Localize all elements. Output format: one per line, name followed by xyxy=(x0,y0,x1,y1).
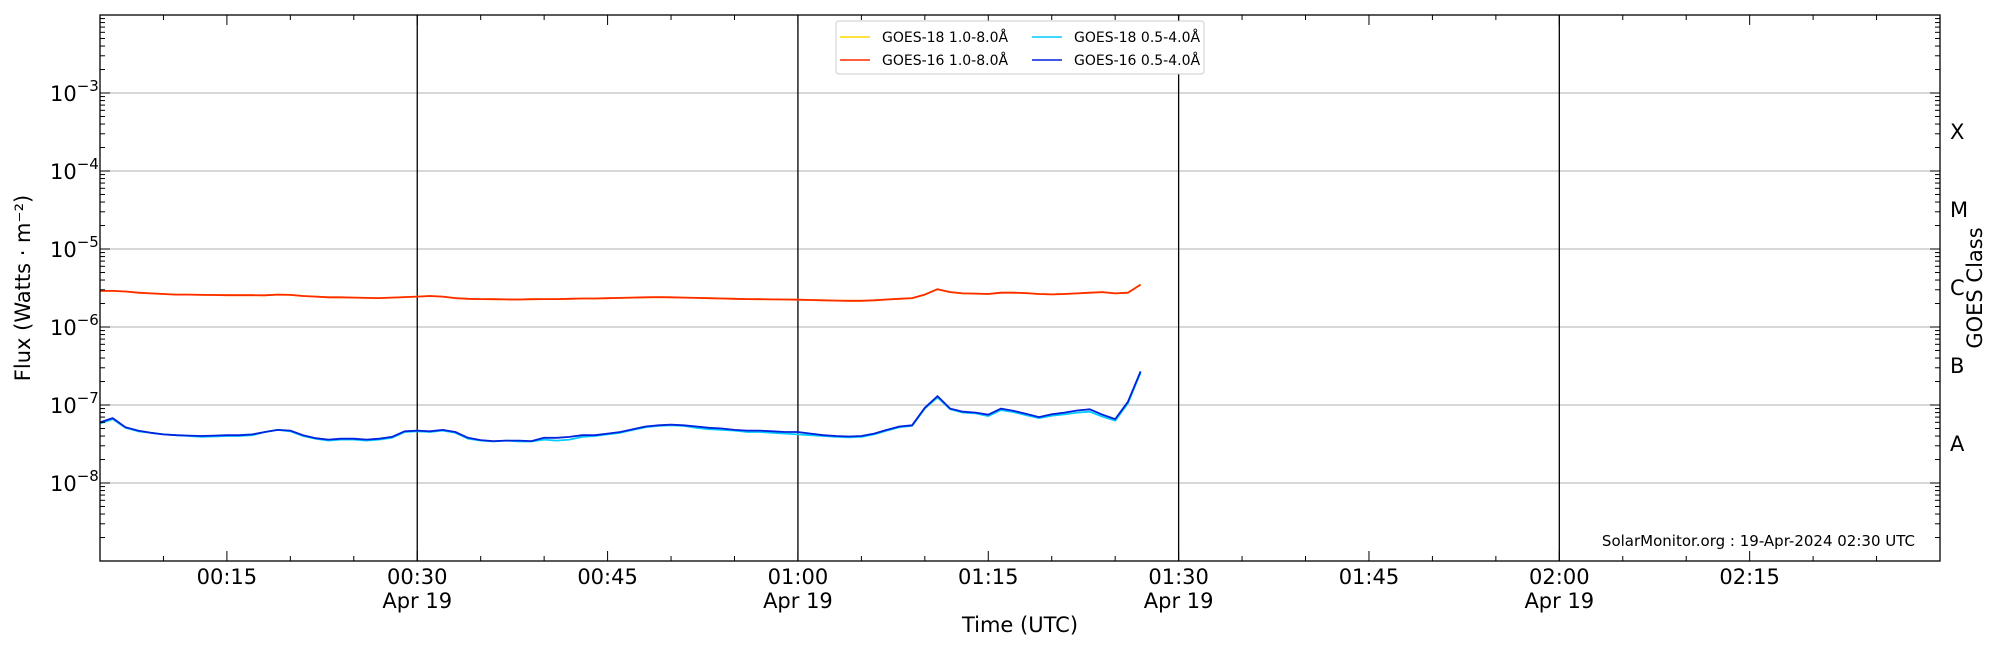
series-line-3 xyxy=(99,371,1142,443)
x-tick-label: 00:15 xyxy=(197,565,258,589)
x-tick-date-label: Apr 19 xyxy=(1524,589,1594,613)
axis-ticks xyxy=(99,15,1940,562)
credit-text: SolarMonitor.org : 19-Apr-2024 02:30 UTC xyxy=(1602,532,1915,550)
series-lines xyxy=(99,283,1142,443)
x-tick-label: 01:30 xyxy=(1148,565,1209,589)
plot-area-frame xyxy=(99,14,1941,562)
y-axis-title: Flux (Watts · m⁻²) xyxy=(11,195,35,381)
y-tick-label: 10−6 xyxy=(50,311,99,340)
goes-class-labels: A B C M X xyxy=(1950,120,1968,456)
legend-box xyxy=(835,20,1205,75)
goes-class-label: M xyxy=(1950,198,1968,222)
legend-label-goes18-long: GOES-18 1.0-8.0Å xyxy=(882,29,1008,46)
goes-class-label: B xyxy=(1950,354,1964,378)
x-tick-date-label: Apr 19 xyxy=(1144,589,1214,613)
x-tick-date-label: Apr 19 xyxy=(382,589,452,613)
y-tick-label: 10−4 xyxy=(50,155,99,184)
x-tick-label: 00:45 xyxy=(577,565,638,589)
y-tick-label: 10−8 xyxy=(50,467,99,496)
right-axis-title: GOES Class xyxy=(1963,227,1987,348)
x-tick-label: 01:15 xyxy=(958,565,1019,589)
goes-class-label: X xyxy=(1950,120,1964,144)
x-tick-date-label: Apr 19 xyxy=(763,589,833,613)
x-tick-label: 01:45 xyxy=(1339,565,1400,589)
y-tick-label: 10−5 xyxy=(50,233,99,262)
x-axis-title: Time (UTC) xyxy=(961,613,1078,637)
y-tick-label: 10−3 xyxy=(50,77,99,106)
x-tick-label: 02:15 xyxy=(1719,565,1780,589)
x-tick-label: 02:00 xyxy=(1529,565,1590,589)
legend: GOES-18 1.0-8.0Å GOES-16 1.0-8.0Å GOES-1… xyxy=(835,20,1205,75)
day-marker-lines xyxy=(416,15,1560,561)
goes-class-label: C xyxy=(1950,276,1965,300)
series-line-1 xyxy=(100,283,1142,302)
y-tick-label: 10−7 xyxy=(50,389,99,418)
goes-class-label: A xyxy=(1950,432,1965,456)
legend-label-goes16-long: GOES-16 1.0-8.0Å xyxy=(882,52,1008,69)
grid-lines xyxy=(100,92,1940,484)
x-tick-label: 01:00 xyxy=(768,565,829,589)
legend-label-goes18-short: GOES-18 0.5-4.0Å xyxy=(1074,29,1200,46)
x-tick-label: 00:30 xyxy=(387,565,448,589)
y-tick-labels: 10−8 10−7 10−6 10−5 10−4 10−3 xyxy=(50,77,99,496)
legend-label-goes16-short: GOES-16 0.5-4.0Å xyxy=(1074,52,1200,69)
